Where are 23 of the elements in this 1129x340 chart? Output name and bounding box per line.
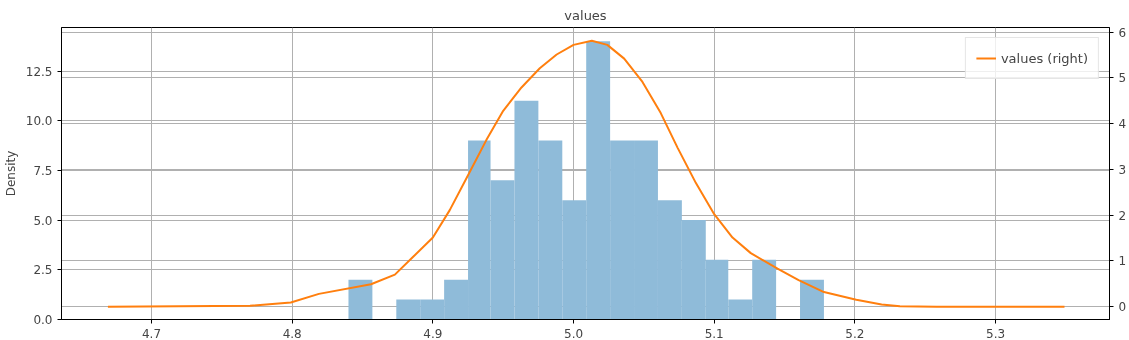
x-tick-label: 5.1: [704, 326, 724, 340]
y2-tick-label: 4: [1118, 117, 1127, 132]
y-tick-label: 7.5: [33, 163, 53, 178]
y-tick-label: 10.0: [25, 114, 53, 129]
x-tick-label: 4.7: [141, 326, 162, 340]
x-tick-label: 4.9: [423, 326, 443, 340]
y2-tick-label: 5: [1118, 71, 1127, 86]
y-tick-label: 12.5: [25, 64, 53, 79]
x-tick-label: 4.8: [282, 326, 302, 340]
legend-label: values (right): [1000, 50, 1088, 66]
y2-tick-label: 3: [1118, 162, 1127, 177]
y2-tick-label: 0: [1118, 300, 1127, 315]
y2-tick-label: 6: [1118, 25, 1127, 40]
y-tick-label: 2.5: [33, 263, 53, 278]
y-tick-label: 5.0: [33, 213, 53, 228]
y2-tick-label: 2: [1118, 208, 1127, 223]
chart-title: values: [564, 7, 607, 23]
y-axis-title: Density: [3, 150, 18, 197]
x-tick-label: 5.0: [564, 326, 584, 340]
y-tick-label: 0.0: [33, 313, 53, 327]
y2-tick-label: 1: [1118, 254, 1127, 269]
x-tick-label: 5.2: [845, 326, 865, 340]
x-tick-label: 5.3: [986, 326, 1006, 340]
